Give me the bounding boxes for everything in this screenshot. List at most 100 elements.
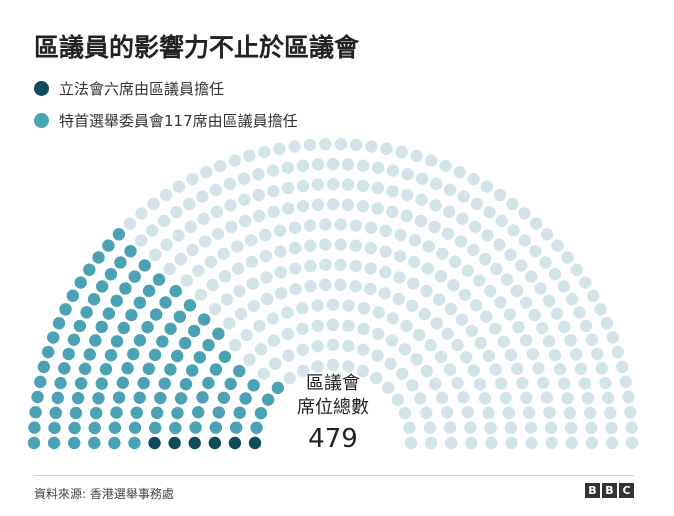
seat-other <box>479 310 493 323</box>
seat-other <box>543 406 556 419</box>
seat-election-committee <box>229 421 243 434</box>
seat-other <box>158 214 171 228</box>
seat-other <box>489 322 502 335</box>
seat-other <box>252 188 265 202</box>
seat-other <box>451 338 464 352</box>
seat-election-committee <box>119 282 132 295</box>
seat-election-committee <box>247 379 260 392</box>
seat-other <box>266 312 280 325</box>
seat-other <box>561 251 574 264</box>
seat-election-committee <box>186 364 199 377</box>
seat-election-committee <box>58 362 71 375</box>
seat-election-committee <box>34 375 47 389</box>
seat-other <box>349 138 363 152</box>
seat-other <box>386 312 400 325</box>
seat-election-committee <box>137 376 150 390</box>
seat-other <box>418 307 432 321</box>
center-line-1: 區議會 <box>306 373 360 394</box>
seat-other <box>160 238 173 251</box>
seat-other <box>420 364 433 378</box>
seat-other <box>429 199 442 212</box>
seat-other <box>208 302 222 316</box>
seat-other <box>172 180 186 193</box>
seat-other <box>441 327 454 340</box>
seat-election-committee <box>183 299 197 312</box>
seat-election-committee <box>95 280 109 293</box>
seat-election-committee <box>102 239 115 252</box>
seat-other <box>515 259 528 272</box>
seat-election-committee <box>150 406 164 420</box>
seat-election-committee <box>78 362 92 375</box>
seat-election-committee <box>99 363 113 376</box>
seat-election-committee <box>158 377 171 390</box>
seat-other <box>364 262 377 275</box>
seat-other <box>311 299 324 312</box>
seat-other <box>296 301 309 315</box>
seat-election-committee <box>142 284 156 298</box>
seat-other <box>304 259 317 273</box>
center-label: 區議會 席位總數 479 <box>268 372 398 456</box>
seat-election-committee <box>92 392 105 405</box>
seat-other <box>585 333 599 346</box>
seat-other <box>391 393 405 406</box>
seat-election-committee <box>62 347 75 361</box>
seat-other <box>605 436 619 450</box>
seat-other <box>379 266 392 279</box>
seat-other <box>400 209 413 223</box>
seat-other <box>372 327 385 341</box>
seat-other <box>296 199 310 213</box>
seat-other <box>196 190 209 203</box>
seat-other <box>357 301 370 315</box>
seat-other <box>180 274 193 287</box>
seat-legco <box>168 436 181 450</box>
seat-other <box>357 322 370 336</box>
source-note: 資料來源: 香港選舉事務處 <box>34 487 174 501</box>
seat-other <box>289 282 302 296</box>
seat-election-committee <box>49 406 62 420</box>
seat-other <box>447 278 460 292</box>
seat-other <box>244 234 258 247</box>
seat-other <box>134 234 148 247</box>
seat-other <box>349 280 362 293</box>
seat-election-committee <box>212 406 226 419</box>
seat-other <box>473 274 486 287</box>
seat-other <box>524 421 538 434</box>
seat-other <box>240 328 253 342</box>
seat-other <box>123 217 137 230</box>
seat-other <box>579 276 592 289</box>
seat-election-committee <box>51 391 64 405</box>
seat-other <box>456 212 469 226</box>
seat-other <box>564 334 577 347</box>
seat-other <box>406 379 419 392</box>
seat-election-committee <box>254 406 268 420</box>
seat-other <box>428 220 441 234</box>
seat-other <box>540 228 554 241</box>
seat-election-committee <box>148 348 162 362</box>
seat-election-committee <box>74 377 88 390</box>
center-line-2: 席位總數 <box>297 397 369 418</box>
seat-other <box>543 294 556 307</box>
seat-other <box>414 214 428 228</box>
seat-election-committee <box>116 376 130 389</box>
seat-other <box>281 181 295 195</box>
seat-other <box>503 308 517 321</box>
seat-other <box>356 159 370 172</box>
seat-election-committee <box>104 348 118 362</box>
seat-other <box>499 391 512 405</box>
seat-other <box>326 338 340 352</box>
seat-election-committee <box>104 268 118 281</box>
seat-other <box>342 360 355 373</box>
seat-other <box>520 391 533 404</box>
seat-other <box>484 284 497 298</box>
seat-other <box>296 159 310 172</box>
seat-other <box>444 302 458 316</box>
seat-other <box>220 293 234 306</box>
seat-other <box>237 172 251 185</box>
seat-other <box>443 363 457 376</box>
seat-election-committee <box>156 335 169 348</box>
seat-other <box>357 343 370 356</box>
seat-election-committee <box>89 406 103 420</box>
seat-other <box>523 406 536 419</box>
seat-other <box>430 317 443 330</box>
seat-other <box>342 339 355 353</box>
